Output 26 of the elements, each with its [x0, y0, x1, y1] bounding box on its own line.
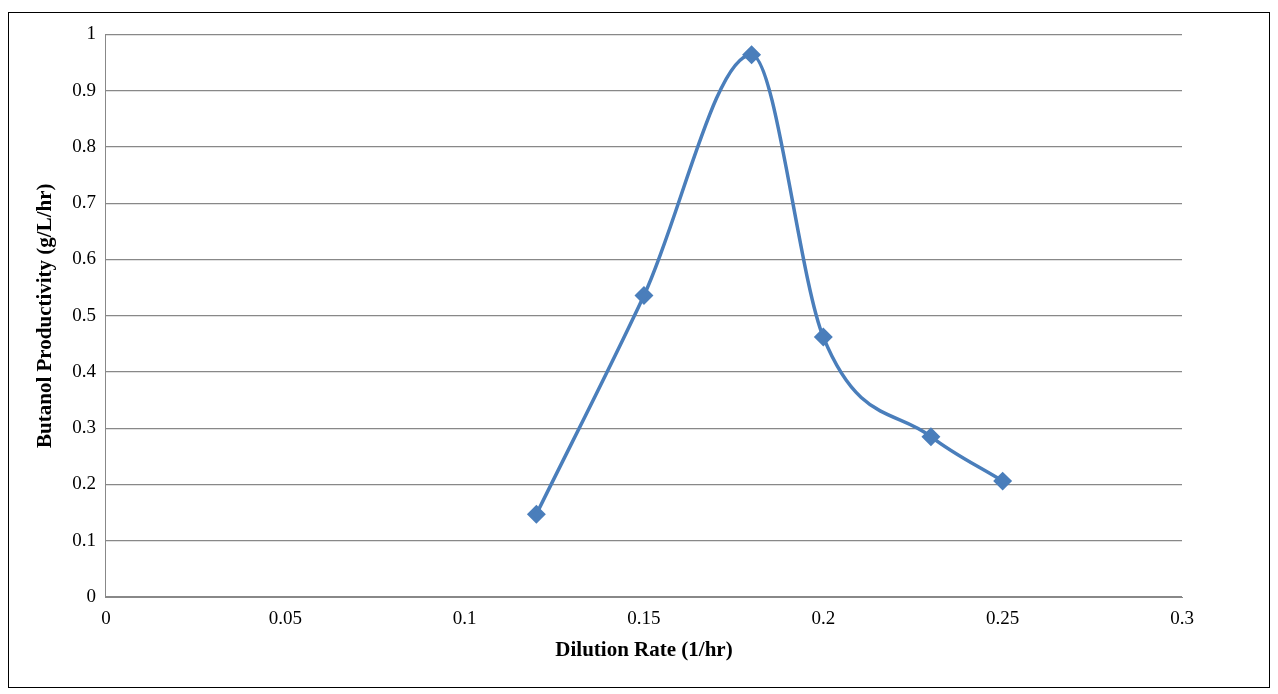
point [993, 472, 1012, 490]
y-tick-label: 0.5 [72, 303, 96, 325]
point [814, 328, 833, 346]
y-tick-label: 1 [86, 22, 96, 44]
x-tick-label: 0.2 [811, 607, 836, 629]
point [742, 45, 761, 64]
point [527, 505, 546, 524]
y-tick-label: 0.4 [72, 359, 97, 381]
x-tick-label: 0.15 [627, 607, 661, 629]
y-tick-label: 0.9 [72, 78, 96, 100]
y-tick-label: 0.7 [72, 191, 96, 213]
y-tick-label: 0.2 [72, 472, 96, 494]
x-tick-label: 0.25 [986, 607, 1020, 629]
y-tick-label: 0.3 [72, 416, 96, 438]
x-tick-label: 0 [101, 607, 111, 629]
point [922, 427, 940, 446]
point [635, 286, 653, 305]
y-tick-label: 0 [86, 584, 96, 606]
y-tick-label: 0.8 [72, 134, 96, 156]
x-tick-label: 0.3 [1170, 607, 1194, 629]
y-tick-label: 0.6 [72, 247, 96, 269]
x-axis-title: Dilution Rate (1/hr) [555, 636, 733, 661]
x-tick-label: 0.05 [268, 607, 302, 629]
y-tick-label: 0.1 [72, 528, 96, 550]
y-axis-title: Butanol Productivity (g/L/hr) [32, 183, 57, 448]
x-tick-label: 0.1 [452, 607, 477, 629]
